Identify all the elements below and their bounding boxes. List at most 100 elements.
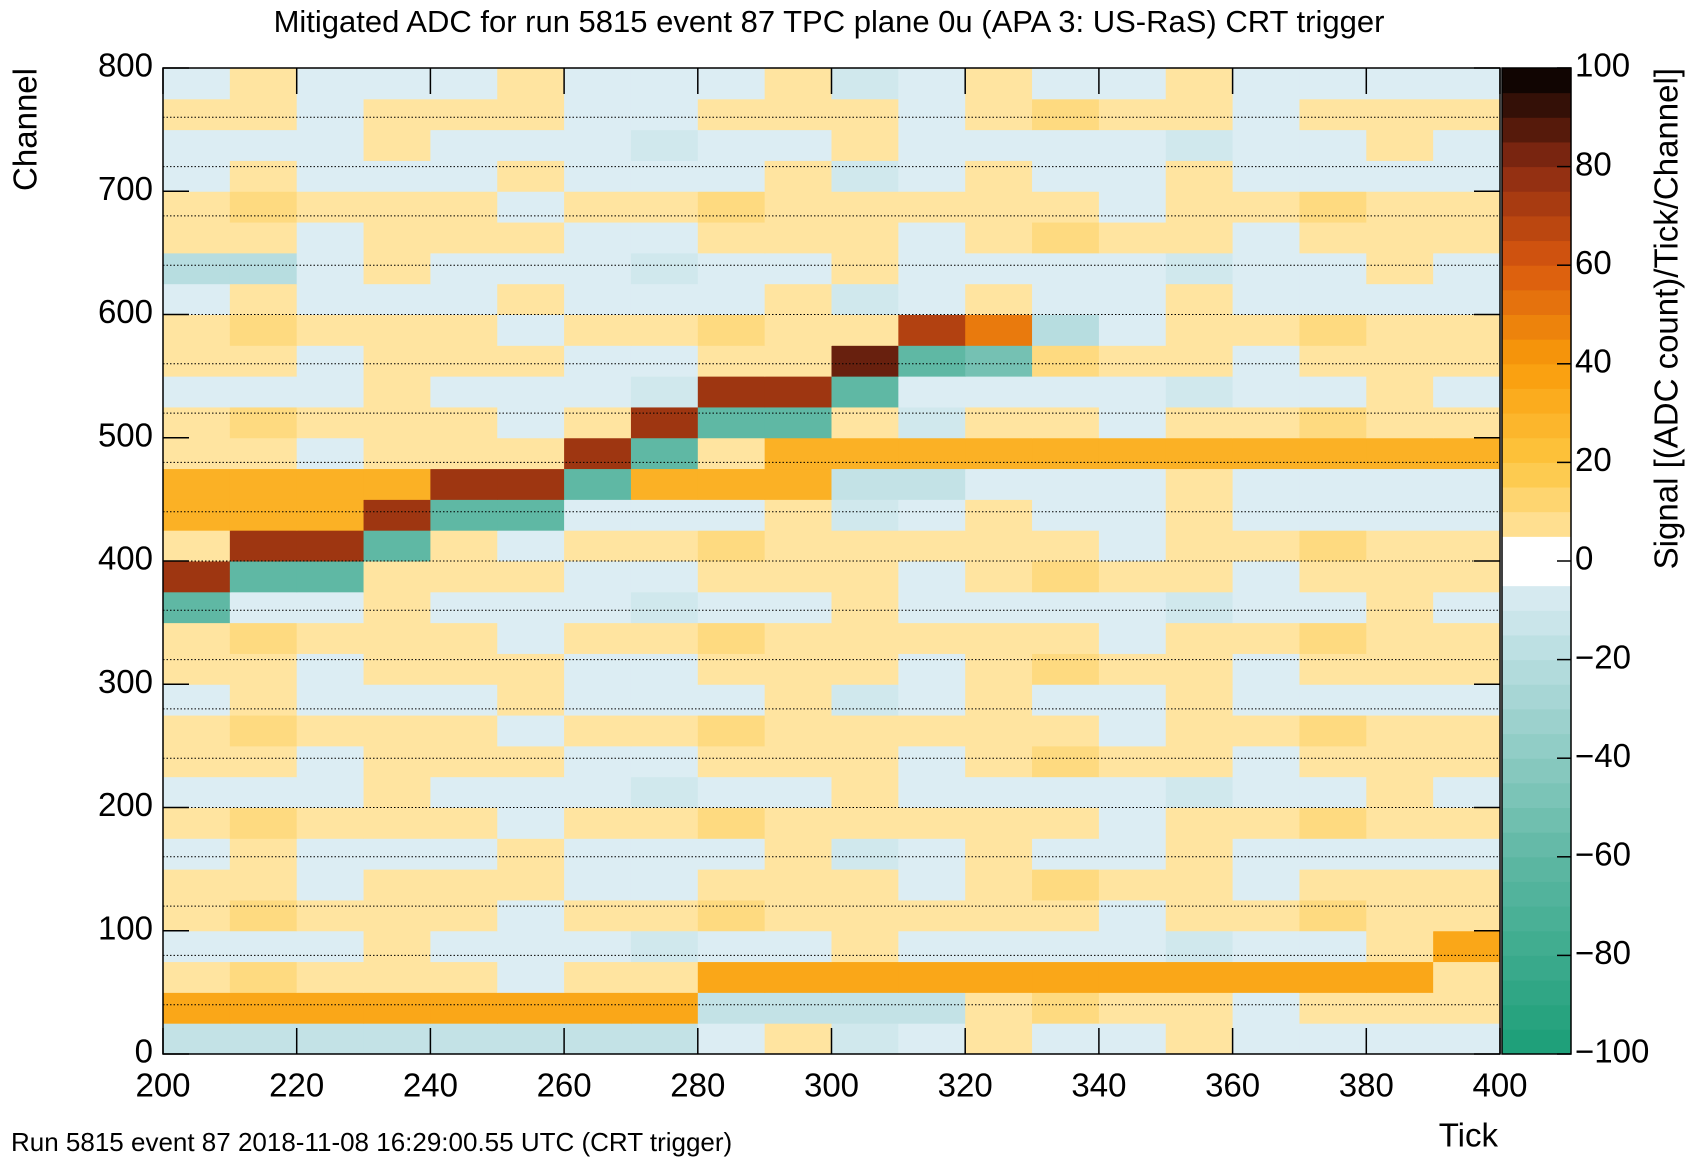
colorbar-swatch: [1502, 733, 1571, 759]
heatmap-cell: [1165, 314, 1234, 346]
colorbar-tick-label: 40: [1575, 343, 1612, 380]
heatmap-cell: [1165, 499, 1234, 531]
heatmap-cell: [1165, 930, 1234, 963]
heatmap-cell: [363, 68, 431, 100]
heatmap-cell: [1098, 930, 1167, 963]
heatmap-cell: [497, 437, 565, 470]
x-tick-label: 400: [1472, 1067, 1527, 1104]
heatmap-cell: [697, 622, 766, 654]
heatmap-cell: [1433, 838, 1501, 870]
heatmap-cell: [965, 992, 1033, 1024]
colorbar-tick-label: −60: [1575, 836, 1631, 873]
heatmap-cell: [1299, 98, 1367, 131]
heatmap-cell: [1032, 1023, 1100, 1055]
heatmap-cell: [630, 499, 699, 531]
heatmap-cell: [430, 869, 498, 901]
heatmap-cell: [430, 468, 498, 500]
heatmap-cell: [363, 776, 431, 808]
heatmap-cell: [1232, 684, 1300, 716]
heatmap-cell: [163, 222, 231, 254]
heatmap-cell: [1366, 1023, 1434, 1055]
heatmap-cell: [1098, 745, 1167, 778]
heatmap-cell: [831, 68, 899, 100]
heatmap-cell: [229, 838, 298, 870]
heatmap-cell: [697, 499, 766, 531]
heatmap-cell: [564, 715, 632, 747]
heatmap-cell: [965, 591, 1033, 624]
heatmap-cell: [1098, 406, 1167, 439]
heatmap-cell: [1232, 776, 1300, 808]
heatmap-cell: [898, 930, 966, 963]
heatmap-cell: [1232, 129, 1300, 161]
heatmap-cell: [430, 98, 498, 131]
heatmap-cell: [163, 653, 231, 685]
heatmap-cell: [363, 715, 431, 747]
heatmap-cell: [430, 992, 498, 1024]
heatmap-cell: [363, 899, 431, 932]
heatmap-cell: [1232, 437, 1300, 470]
heatmap-cell: [831, 314, 899, 346]
colorbar-tick-label: 100: [1575, 47, 1630, 84]
heatmap-cell: [229, 252, 298, 285]
heatmap-cell: [363, 160, 431, 192]
heatmap-cell: [1299, 468, 1367, 500]
heatmap-cell: [630, 869, 699, 901]
heatmap-cell: [831, 591, 899, 624]
heatmap-cell: [564, 98, 632, 131]
heatmap-cell: [1098, 992, 1167, 1024]
heatmap-cell: [898, 530, 966, 562]
heatmap-cell: [831, 899, 899, 932]
heatmap-cell: [1098, 838, 1167, 870]
heatmap-cell: [163, 160, 231, 192]
heatmap-cell: [564, 807, 632, 839]
heatmap-cell: [630, 160, 699, 192]
heatmap-cell: [630, 252, 699, 285]
heatmap-cell: [1366, 468, 1434, 500]
heatmap-cell: [564, 930, 632, 963]
heatmap-cell: [630, 561, 699, 593]
heatmap-cell: [296, 745, 365, 778]
heatmap-cell: [1032, 160, 1100, 192]
heatmap-cell: [163, 622, 231, 654]
heatmap-cell: [697, 776, 766, 808]
heatmap-cell: [764, 622, 832, 654]
heatmap-cell: [229, 715, 298, 747]
heatmap-cell: [430, 314, 498, 346]
heatmap-cell: [1032, 222, 1100, 254]
heatmap-cell: [630, 992, 699, 1024]
heatmap-cell: [229, 684, 298, 716]
heatmap-cell: [764, 869, 832, 901]
heatmap-cell: [163, 314, 231, 346]
heatmap-cell: [296, 1023, 365, 1055]
heatmap-cell: [764, 283, 832, 315]
heatmap-cell: [564, 437, 632, 470]
heatmap-cell: [430, 561, 498, 593]
heatmap-cell: [564, 376, 632, 408]
heatmap-cell: [430, 930, 498, 963]
heatmap-cell: [363, 314, 431, 346]
heatmap-cell: [831, 776, 899, 808]
heatmap-cell: [1165, 283, 1234, 315]
heatmap-cell: [697, 930, 766, 963]
heatmap-cell: [1433, 376, 1501, 408]
colorbar-swatch: [1502, 166, 1571, 192]
heatmap-cell: [1299, 160, 1367, 192]
colorbar-tick-label: 60: [1575, 244, 1612, 281]
heatmap-cell: [697, 591, 766, 624]
heatmap-cell: [296, 684, 365, 716]
heatmap-cell: [564, 345, 632, 377]
heatmap-cell: [1299, 653, 1367, 685]
heatmap-cell: [1433, 715, 1501, 747]
heatmap-cell: [1098, 314, 1167, 346]
heatmap-cell: [296, 406, 365, 439]
heatmap-cell: [630, 68, 699, 100]
y-tick-label: 600: [98, 293, 153, 330]
heatmap-cell: [1032, 684, 1100, 716]
heatmap-cell: [163, 807, 231, 839]
heatmap-cell: [697, 129, 766, 161]
heatmap-cell: [831, 468, 899, 500]
heatmap-cell: [1165, 345, 1234, 377]
heatmap-cell: [898, 406, 966, 439]
heatmap-cell: [1098, 561, 1167, 593]
heatmap-cell: [1032, 530, 1100, 562]
